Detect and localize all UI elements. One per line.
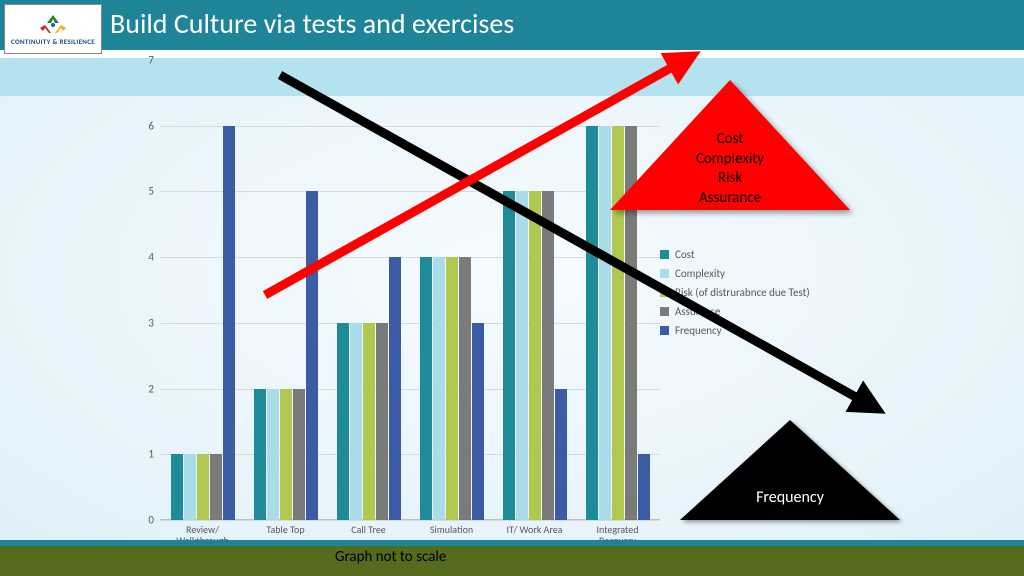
gridline [160,520,660,521]
legend-swatch [660,288,669,297]
bar [184,454,196,520]
bar [363,323,375,520]
bar [433,257,445,520]
bar [516,191,528,520]
legend-swatch [660,326,669,335]
x-tick-label: Simulation [412,524,492,535]
recycle-icon [39,13,67,35]
bar [459,257,471,520]
legend-item: Risk (of distrurabnce due Test) [660,286,810,299]
red-triangle-text: Cost Complexity Risk Assurance [610,130,850,208]
legend-label: Cost [675,248,695,261]
bar [389,257,401,520]
bar [472,323,484,520]
legend-label: Assurance [675,305,721,318]
bar [446,257,458,520]
bar [586,126,598,520]
plot-area: 01234567Review/ WalkthroughTable TopCall… [160,60,660,520]
legend-swatch [660,307,669,316]
bar [376,323,388,520]
bar [529,191,541,520]
legend-label: Risk (of distrurabnce due Test) [675,286,810,299]
y-tick-label: 7 [124,54,154,67]
y-tick-label: 6 [124,119,154,132]
bar [350,323,362,520]
legend-item: Complexity [660,267,810,280]
bar-chart: 01234567Review/ WalkthroughTable TopCall… [120,50,660,550]
footnote: Graph not to scale [335,548,446,566]
legend-item: Cost [660,248,810,261]
bar [210,454,222,520]
y-tick-label: 3 [124,316,154,329]
bar [306,191,318,520]
legend-label: Complexity [675,267,725,280]
bar [267,389,279,520]
tri-line: Assurance [610,189,850,209]
bar [223,126,235,520]
tri-line: Cost [610,130,850,150]
tri-line: Risk [610,169,850,189]
y-tick-label: 0 [124,514,154,527]
x-tick-label: Call Tree [329,524,409,535]
y-tick-label: 5 [124,185,154,198]
bar [420,257,432,520]
tri-line: Complexity [610,150,850,170]
legend: Cost Complexity Risk (of distrurabnce due … [660,248,810,343]
bar [197,454,209,520]
legend-swatch [660,269,669,278]
black-triangle-text: Frequency [680,488,900,507]
bar [337,323,349,520]
legend-swatch [660,250,669,259]
legend-item: Assurance [660,305,810,318]
slide: CONTINUITY & RESILIENCE Build Culture vi… [0,0,1024,576]
bar [638,454,650,520]
x-tick-label: Table Top [246,524,326,535]
bar [293,389,305,520]
bar [555,389,567,520]
logo-text: CONTINUITY & RESILIENCE [11,37,95,46]
bar [254,389,266,520]
page-title: Build Culture via tests and exercises [110,6,514,41]
y-tick-label: 4 [124,251,154,264]
bar [599,126,611,520]
gridline [160,60,660,61]
logo: CONTINUITY & RESILIENCE [4,4,102,54]
x-tick-label: IT/ Work Area [495,524,575,535]
bar [280,389,292,520]
bottom-bar [0,546,1024,576]
bar [542,191,554,520]
legend-label: Frequency [675,324,722,337]
y-tick-label: 1 [124,448,154,461]
legend-item: Frequency [660,324,810,337]
bar [503,191,515,520]
y-tick-label: 2 [124,382,154,395]
bar [171,454,183,520]
